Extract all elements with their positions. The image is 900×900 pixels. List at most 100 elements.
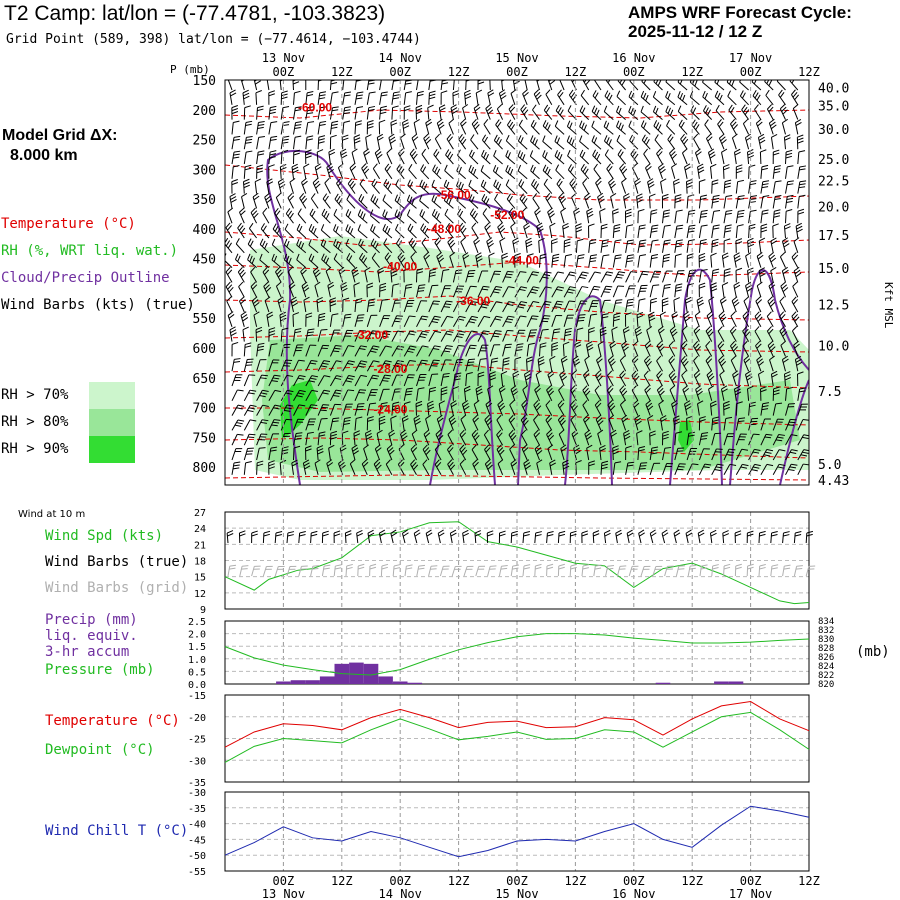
wind-barb-495 (536, 222, 544, 239)
axis-labels: 00Z 00Z 12Z 12Z 00Z 00Z 12Z 12Z 00Z 00Z 12Z 12Z 00Z 0… (170, 51, 895, 900)
wind-barb-326 (772, 165, 781, 179)
wind-barb-977 (681, 370, 688, 387)
wind-barb-654 (758, 267, 766, 283)
wind-barb-920 (560, 355, 568, 372)
wind-barb-1130 (256, 433, 268, 446)
height-tick-label: 4.43 (818, 474, 849, 489)
wind-barb-50 (268, 90, 275, 105)
wind-barb-556 (711, 238, 719, 253)
wind-barb-295 (384, 163, 393, 180)
wind-barb-112 (450, 104, 458, 120)
wind-speed-tick: 9 (200, 605, 206, 616)
precip-bar (349, 662, 364, 684)
precip-tick: 1.0 (188, 655, 206, 666)
wind-barb-515 (783, 223, 791, 239)
wind-barb-610 (791, 252, 799, 268)
wind-barb-1112 (608, 414, 615, 431)
wind-barb-67 (475, 89, 483, 105)
wind-barb-664 (301, 281, 310, 298)
wind-barb-424 (238, 207, 246, 224)
wind-barb-71 (522, 89, 529, 105)
wind-barb-120 (543, 104, 553, 120)
wind-barb-398 (494, 193, 503, 209)
wind-barb-486 (420, 223, 430, 239)
wind-barb-1228 (302, 459, 311, 475)
wind-barb-455 (624, 208, 632, 224)
wind-barb-976 (668, 370, 677, 387)
wind-barb-562 (781, 237, 790, 253)
wind-barb-116 (496, 104, 504, 120)
wind-barb-627 (428, 268, 437, 283)
wind-barb-1263 (735, 463, 749, 476)
wind-barb-true-14 (390, 529, 398, 544)
wind-barb-63 (428, 90, 436, 105)
wind-barb-335 (301, 177, 308, 194)
wind-barb-871 (539, 342, 547, 357)
wind-barb-306 (517, 164, 528, 180)
wind-barb-961 (489, 371, 497, 387)
wind-barb-grid-9 (333, 564, 342, 577)
pressure-tick-label: 750 (193, 431, 216, 446)
wind-barb-1256 (649, 462, 661, 475)
wind-barb-425 (250, 207, 259, 224)
wind-barb-862 (428, 345, 441, 357)
wind-barb-949 (342, 375, 355, 387)
wind-barb-484 (395, 223, 405, 239)
wind-barb-1253 (612, 461, 622, 475)
wind-barb-917 (526, 356, 533, 372)
wind-barb-726 (489, 301, 503, 313)
pressure-tick-label: 800 (193, 461, 216, 476)
wind-barb-547 (600, 239, 609, 253)
wind-barb-459 (674, 209, 683, 224)
wind-barb-1149 (483, 429, 491, 446)
wind-barb-580 (423, 252, 430, 268)
top-hour-label: 00Z (273, 65, 295, 79)
wind-barb-449 (547, 207, 555, 224)
wind-barb-185 (768, 118, 777, 135)
wind-barb-1191 (422, 444, 431, 461)
wind-barb-772 (477, 315, 491, 328)
wind-barb-895 (256, 359, 267, 372)
wind-barb-674 (428, 284, 439, 298)
wind-barb-304 (492, 165, 503, 180)
wind-barb-576 (371, 252, 380, 268)
wind-barb-46 (789, 80, 799, 91)
wind-barb-1249 (562, 459, 570, 475)
wind-barb-297 (408, 164, 417, 180)
wind-barb-997 (354, 389, 367, 401)
wind-barb-true-15 (401, 529, 409, 544)
wind-barb-true-43 (734, 530, 742, 544)
wind-barb-110 (427, 104, 434, 120)
wind-barb-303 (480, 165, 491, 180)
wind-barb-90 (752, 90, 762, 106)
wind-barb-1078 (772, 402, 783, 416)
wind-barb-191 (268, 135, 278, 150)
wind-barb-31 (605, 80, 614, 91)
wind-barb-375 (797, 180, 807, 194)
wind-barb-1267 (785, 463, 798, 476)
wind-barb-545 (575, 238, 584, 253)
wind-barb-grid-28 (557, 563, 565, 577)
wind-barb-93 (791, 89, 800, 106)
wind-barb-471 (237, 222, 246, 239)
wind-barb-377 (241, 192, 248, 209)
wind-barb-73 (545, 89, 553, 106)
wind-chill-tick: -50 (188, 851, 206, 862)
wind-barb-572 (321, 253, 331, 268)
wind-barb-grid-30 (581, 564, 590, 577)
wind-barb-342 (383, 179, 393, 194)
wind-barb-1218 (760, 449, 774, 461)
wind-barb-931 (693, 355, 700, 372)
wind-barb-1232 (349, 459, 356, 475)
wind-barb-825 (551, 328, 561, 342)
wind-barb-582 (449, 252, 456, 268)
wind-barb-713 (329, 297, 337, 313)
wind-barb-1238 (422, 459, 430, 476)
wind-barb-358 (582, 178, 590, 194)
wind-barb-978 (693, 370, 701, 387)
wind-barb-783 (612, 312, 621, 327)
wind-barb-242 (316, 149, 324, 165)
wind-barb-957 (440, 372, 450, 387)
wind-barb-403 (558, 192, 567, 209)
wind-barb-181 (717, 119, 725, 135)
